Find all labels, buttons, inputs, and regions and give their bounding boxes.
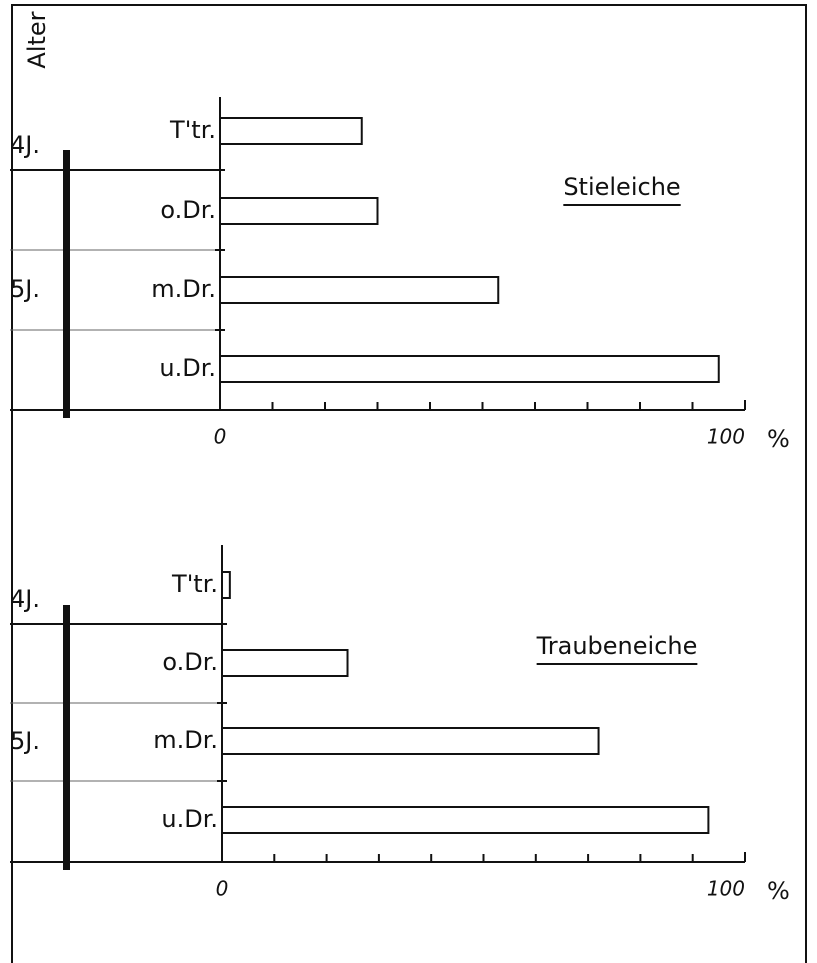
x-tick-label: 0 xyxy=(214,425,227,449)
bar xyxy=(219,197,379,225)
x-axis-label: % xyxy=(767,425,790,453)
category-label: T'tr. xyxy=(171,570,218,598)
category-label: o.Dr. xyxy=(160,196,216,224)
category-label: T'tr. xyxy=(169,116,216,144)
y-axis-title: Alter xyxy=(23,11,51,68)
category-label: o.Dr. xyxy=(162,648,218,676)
age-label: 5J. xyxy=(10,727,40,755)
stem xyxy=(63,605,70,870)
age-label: 4J. xyxy=(10,131,40,159)
x-axis-label: % xyxy=(767,877,790,905)
age-label: 4J. xyxy=(10,585,40,613)
x-tick-label: 100 xyxy=(707,877,745,901)
chart-title: Traubeneiche xyxy=(536,632,698,660)
bar xyxy=(221,649,349,677)
x-tick-label: 0 xyxy=(216,877,229,901)
category-label: u.Dr. xyxy=(159,354,216,382)
category-label: m.Dr. xyxy=(151,275,216,303)
x-tick-label: 100 xyxy=(707,425,745,449)
bar xyxy=(219,355,720,383)
category-label: u.Dr. xyxy=(161,805,218,833)
chart-title: Stieleiche xyxy=(563,173,680,201)
bar xyxy=(221,806,710,834)
bar xyxy=(219,117,363,145)
frame xyxy=(11,4,807,963)
bar xyxy=(219,276,500,304)
bar xyxy=(221,571,231,599)
bar xyxy=(221,727,600,755)
stem xyxy=(63,150,70,418)
category-label: m.Dr. xyxy=(153,726,218,754)
age-label: 5J. xyxy=(10,275,40,303)
